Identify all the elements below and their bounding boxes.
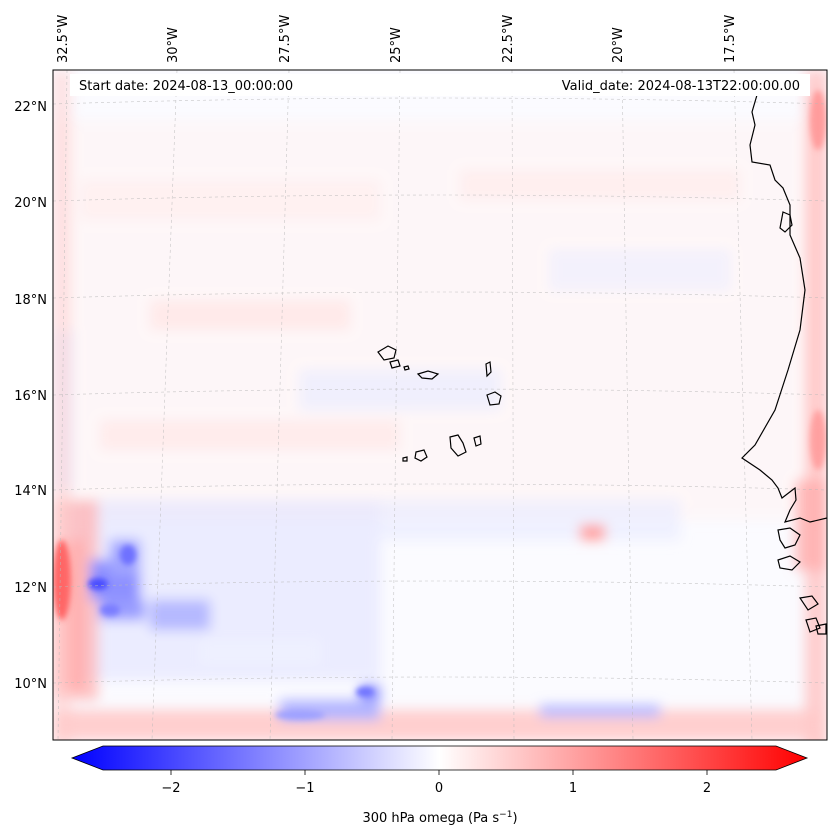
island-sao-nicolau: [416, 370, 440, 380]
island-brava: [402, 456, 408, 462]
africa-coast: [741, 94, 827, 523]
colorbar-tick-0: 0: [435, 781, 443, 796]
gridlines: [53, 70, 827, 740]
lon-label-27-5w: 27.5°W: [278, 15, 293, 63]
start-date-label: Start date: 2024-08-13_00:00:00: [79, 79, 293, 94]
lon-label-17-5w: 17.5°W: [723, 15, 738, 63]
island-boa-vista: [486, 391, 502, 406]
map-plot-area: Start date: 2024-08-13_00:00:00 Valid_da…: [53, 70, 827, 740]
map-frame: [52, 69, 828, 741]
colorbar-title-sup: −1: [499, 810, 512, 820]
island-fogo: [414, 449, 428, 462]
lat-label-22n: 22°N: [14, 100, 47, 115]
colorbar-tick-2: 2: [703, 781, 711, 796]
island-maio: [473, 435, 482, 447]
lat-label-12n: 12°N: [14, 581, 47, 596]
lat-label-18n: 18°N: [14, 293, 47, 308]
colorbar-tick-1: 1: [569, 781, 577, 796]
colorbar-tick-minus2: −2: [161, 781, 180, 796]
lon-label-25w: 25°W: [389, 27, 404, 63]
island-sal: [485, 361, 492, 378]
lon-label-30w: 30°W: [166, 27, 181, 63]
lat-label-14n: 14°N: [14, 484, 47, 499]
lon-labels: 32.5°W 30°W 27.5°W 25°W 22.5°W 20°W 17.5…: [56, 15, 738, 63]
colorbar-tick-minus1: −1: [295, 781, 314, 796]
lat-label-16n: 16°N: [14, 389, 47, 404]
coastline: [741, 94, 827, 635]
valid-date-label: Valid_date: 2024-08-13T22:00:00.00: [562, 79, 800, 94]
island-santiago: [449, 434, 467, 457]
lat-label-10n: 10°N: [14, 677, 47, 692]
lon-label-20w: 20°W: [611, 27, 626, 63]
omega-detail: [53, 90, 826, 720]
colorbar-title-main: 300 hPa omega (Pa s: [362, 811, 499, 826]
island-sao-vicente: [389, 359, 401, 369]
island-santo-antao: [377, 345, 397, 361]
colorbar-ticks: [170, 770, 708, 775]
lon-label-32-5w: 32.5°W: [56, 15, 71, 63]
cape-verde-islands: [377, 345, 502, 462]
colorbar: −2 −1 0 1 2 300 hPa omega (Pa s−1): [70, 745, 809, 826]
lon-label-22-5w: 22.5°W: [501, 15, 516, 63]
colorbar-title-end: ): [512, 811, 517, 826]
colorbar-title: 300 hPa omega (Pa s−1): [362, 810, 517, 826]
colorbar-body: [70, 745, 809, 771]
lat-labels: 22°N 20°N 18°N 16°N 14°N 12°N 10°N: [14, 100, 47, 692]
header-bar: [70, 74, 810, 96]
lat-label-20n: 20°N: [14, 196, 47, 211]
